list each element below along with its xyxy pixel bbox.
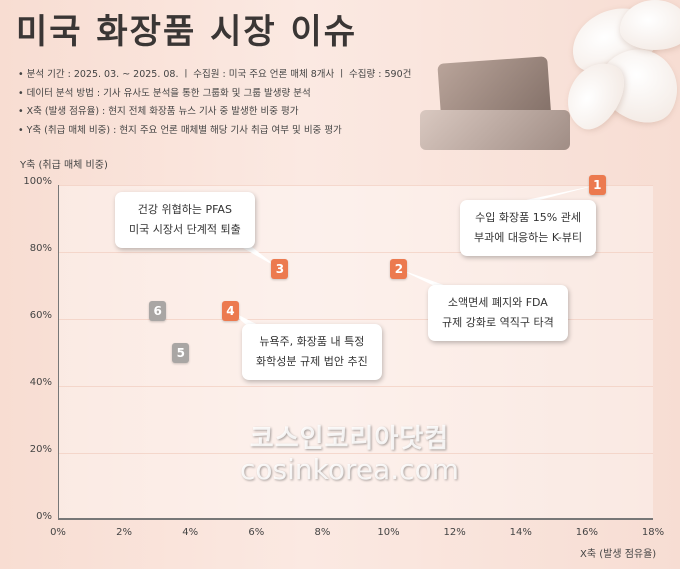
gridline (59, 252, 653, 253)
x-tick-label: 4% (182, 527, 199, 538)
callout-line: 소액면세 폐지와 FDA (447, 296, 548, 309)
data-point-2[interactable]: 2 (390, 258, 408, 279)
callout-line: 건강 위협하는 PFAS (137, 203, 232, 216)
callout-2: 소액면세 폐지와 FDA 규제 강화로 역직구 타격 (428, 285, 568, 341)
x-tick-label: 12% (443, 527, 466, 538)
callout-line: 뉴욕주, 화장품 내 특정 (259, 335, 365, 348)
note-x-axis: • X축 (발생 점유율) : 현지 전체 화장품 뉴스 기사 중 발생한 비중… (18, 106, 299, 117)
callout-line: 수입 화장품 15% 관세 (475, 211, 581, 224)
data-point-6[interactable]: 6 (149, 300, 167, 321)
y-tick-label: 100% (23, 176, 52, 187)
callout-line: 화학성분 규제 법안 추진 (256, 355, 368, 368)
data-point-5[interactable]: 5 (172, 342, 190, 363)
note-y-axis: • Y축 (취급 매체 비중) : 현지 주요 언론 매체별 해당 기사 취급 … (18, 124, 342, 136)
x-tick-label: 6% (248, 527, 265, 538)
y-tick-label: 20% (29, 444, 52, 455)
callout-line: 미국 시장서 단계적 퇴출 (129, 223, 241, 236)
gridline (59, 453, 653, 454)
y-tick-label: 60% (29, 310, 52, 321)
decorative-lily-stone-image (420, 0, 680, 150)
gridline (59, 185, 653, 186)
x-tick-label: 8% (314, 527, 331, 538)
gridline (59, 386, 653, 387)
analysis-notes: • 분석 기간 : 2025. 03. ~ 2025. 08. ㅣ 수집원 : … (18, 66, 411, 140)
x-axis-label: X축 (발생 점유율) (580, 549, 657, 560)
note-period: • 분석 기간 : 2025. 03. ~ 2025. 08. ㅣ 수집원 : … (18, 69, 412, 80)
note-method: • 데이터 분석 방법 : 기사 유사도 분석을 통한 그룹화 및 그룹 발생량… (18, 87, 311, 99)
data-point-3[interactable]: 3 (271, 258, 289, 279)
callout-line: 부과에 대응하는 K-뷰티 (474, 231, 583, 244)
data-point-1[interactable]: 1 (588, 175, 606, 195)
x-tick-label: 2% (116, 527, 133, 538)
x-tick-label: 14% (509, 527, 532, 538)
data-point-4[interactable]: 4 (221, 300, 239, 321)
x-tick-label: 0% (50, 527, 66, 538)
y-tick-label: 0% (36, 511, 52, 522)
x-tick-label: 10% (377, 527, 400, 538)
gridline (59, 319, 653, 320)
y-tick-label: 40% (29, 377, 52, 388)
x-tick-label: 18% (641, 527, 665, 538)
callout-3: 건강 위협하는 PFAS 미국 시장서 단계적 퇴출 (115, 192, 255, 248)
page-title: 미국 화장품 시장 이슈 (16, 12, 358, 52)
callout-line: 규제 강화로 역직구 타격 (442, 316, 554, 329)
y-axis-label: Y축 (취급 매체 비중) (20, 160, 108, 171)
x-tick-label: 16% (575, 527, 598, 538)
y-tick-label: 80% (29, 243, 52, 254)
